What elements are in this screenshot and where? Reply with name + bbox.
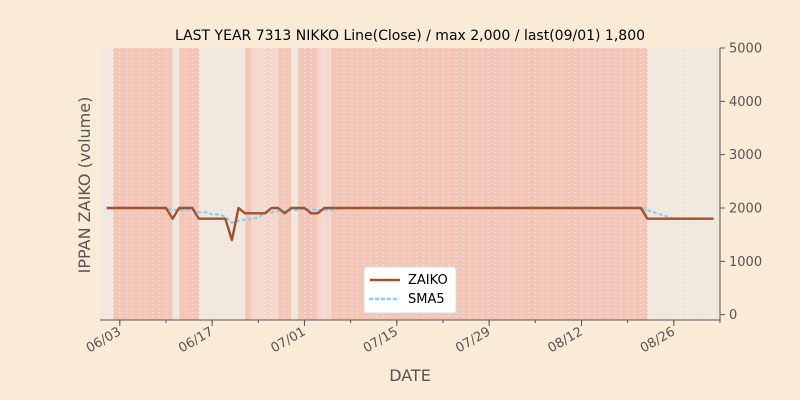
- legend-label-sma5: SMA5: [408, 292, 445, 307]
- x-tick-label: 07/01: [269, 324, 309, 356]
- y-tick-label: 2000: [729, 202, 762, 217]
- y-axis: 0 1000 2000 3000 4000 5000: [719, 42, 762, 323]
- y-tick-label: 5000: [729, 42, 762, 57]
- x-tick-label: 07/15: [361, 324, 401, 356]
- x-axis-label: DATE: [389, 366, 431, 385]
- legend-box: [363, 266, 457, 314]
- series-zaiko-line: [106, 206, 714, 242]
- x-tick-label: 06/17: [176, 324, 216, 356]
- y-tick-label: 1000: [729, 255, 762, 270]
- band-5: [297, 48, 318, 320]
- x-axis: 06/03 06/17 07/01 07/15 07/29 08/12 08/26: [84, 319, 721, 356]
- legend-label-zaiko: ZAIKO: [408, 273, 448, 288]
- chart-title: LAST YEAR 7313 NIKKO Line(Close) / max 2…: [175, 28, 645, 44]
- x-tick-label: 08/12: [546, 324, 586, 356]
- y-tick-label: 4000: [729, 95, 762, 110]
- x-tick-label: 08/26: [638, 324, 678, 356]
- legend: ZAIKO SMA5: [363, 266, 457, 314]
- series-lines: [106, 206, 715, 242]
- band-2: [245, 48, 252, 320]
- y-tick-label: 0: [729, 308, 737, 323]
- x-tick-label: 06/03: [84, 324, 124, 356]
- y-axis-label: IPPAN ZAIKO (volume): [75, 97, 94, 274]
- band-1: [179, 48, 199, 320]
- y-tick-label: 3000: [729, 148, 762, 163]
- band-0: [113, 48, 173, 320]
- x-tick-label: 07/29: [453, 324, 493, 356]
